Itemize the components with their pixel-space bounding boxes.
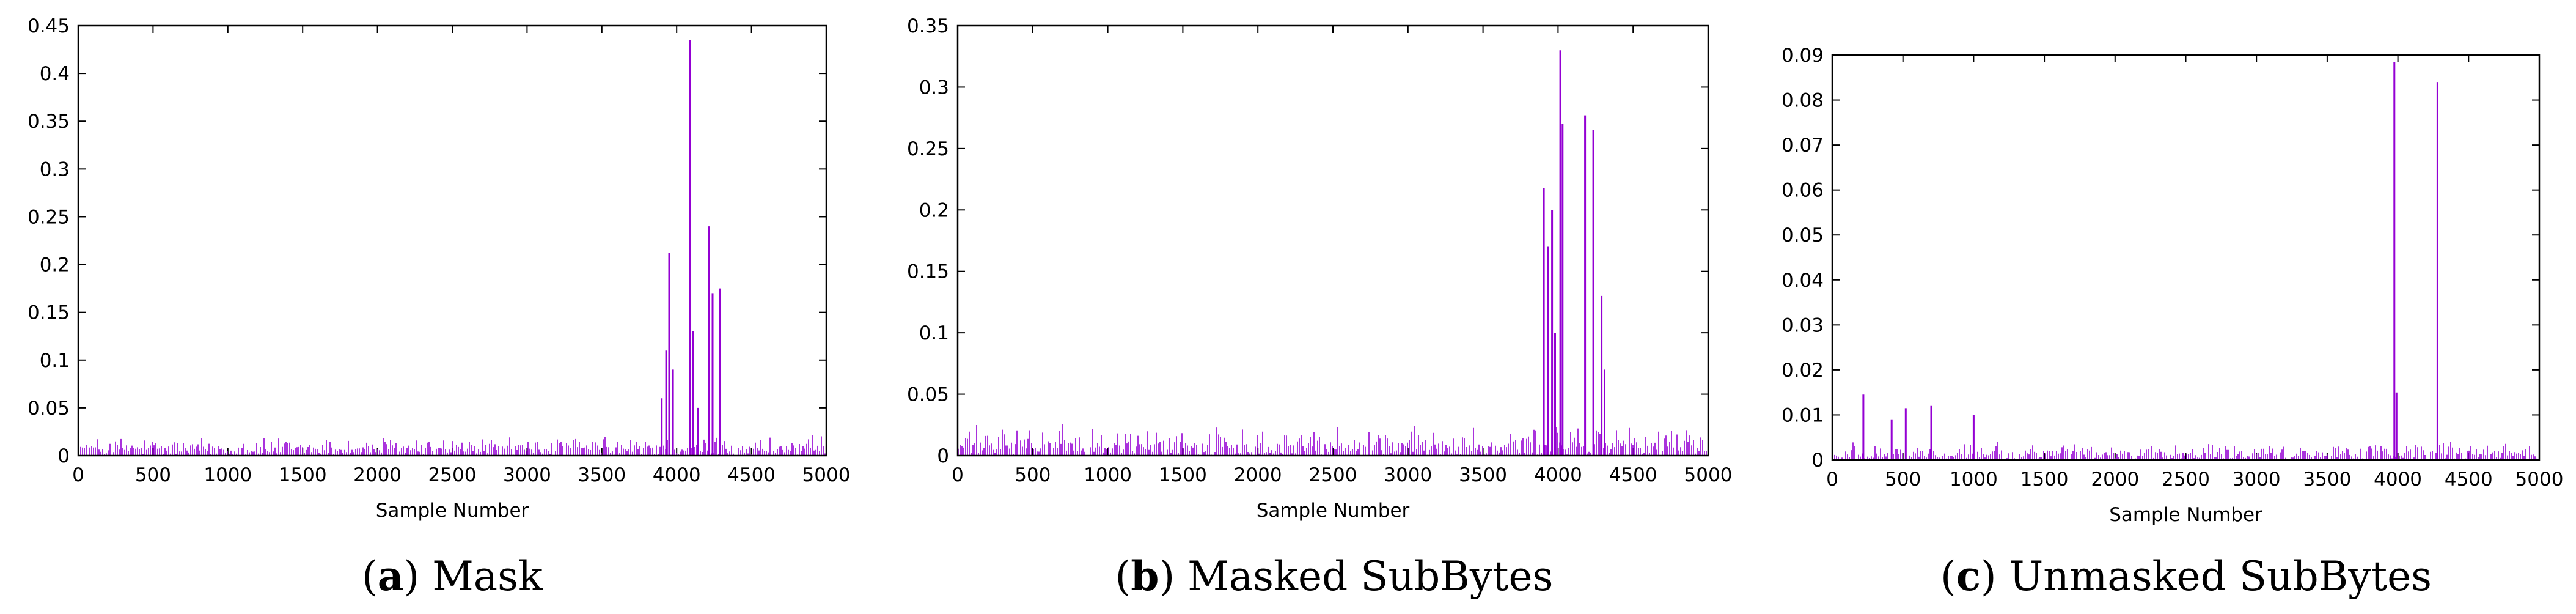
panel-a-caption-text: Mask — [432, 553, 543, 600]
panel-c-caption-text: Unmasked SubBytes — [2009, 553, 2432, 600]
panel-b-caption-letter: b — [1131, 552, 1159, 600]
x-tick-label: 4000 — [1534, 464, 1582, 486]
x-tick-label: 3000 — [1384, 464, 1432, 486]
x-tick-label: 3000 — [2233, 468, 2281, 490]
y-tick-label: 0.45 — [28, 15, 70, 37]
y-tick-label: 0.2 — [40, 254, 70, 276]
x-tick-label: 4000 — [2374, 468, 2422, 490]
panel-c-plot-frame — [1831, 54, 2541, 461]
panel-a-caption: (a) Mask — [362, 552, 543, 600]
panel-a-ticks: 0 500 1000 1500 2000 2500 3000 3500 4000 4500 5000… — [28, 15, 850, 486]
x-tick-label: 1000 — [204, 464, 252, 486]
x-tick-label: 3500 — [1459, 464, 1507, 486]
panel-b-xlabel: Sample Number — [1257, 500, 1410, 522]
x-tick-label: 5000 — [1684, 464, 1733, 486]
y-tick-label: 0.07 — [1782, 135, 1824, 157]
x-tick-label: 2000 — [1234, 464, 1282, 486]
x-tick-label: 4000 — [653, 464, 701, 486]
y-tick-label: 0.4 — [40, 63, 70, 85]
x-tick-label: 2500 — [2162, 468, 2210, 490]
y-tick-label: 0.35 — [907, 15, 949, 37]
panel-a-mask: 0 500 1000 1500 2000 2500 3000 3500 4000 4500 5000… — [28, 15, 850, 600]
panel-b-plot-frame — [956, 24, 1709, 457]
x-tick-label: 1500 — [2020, 468, 2069, 490]
panel-c-unmasked-subbytes: 0 500 1000 1500 2000 2500 3000 3500 4000 4500 5000… — [1782, 45, 2563, 600]
y-tick-label: 0.25 — [28, 206, 70, 228]
y-tick-label: 0.05 — [28, 398, 70, 420]
panel-b-caption-text: Masked SubBytes — [1187, 553, 1553, 600]
x-tick-label: 1500 — [279, 464, 327, 486]
panel-b-caption: (b) Masked SubBytes — [1115, 552, 1554, 600]
y-tick-label: 0.05 — [907, 384, 949, 406]
x-tick-label: 2500 — [428, 464, 477, 486]
y-tick-label: 0.02 — [1782, 360, 1824, 382]
panel-a-caption-letter: a — [378, 552, 404, 600]
y-tick-label: 0.2 — [919, 199, 949, 221]
x-tick-label: 3500 — [2303, 468, 2351, 490]
panel-a-xlabel: Sample Number — [376, 500, 529, 522]
panel-a-peaks — [661, 40, 721, 456]
panel-c-trace — [1832, 442, 2537, 460]
panel-c-ticks: 0 500 1000 1500 2000 2500 3000 3500 4000 4500 5000… — [1782, 45, 2563, 490]
y-tick-label: 0.1 — [40, 350, 70, 372]
x-tick-label: 3000 — [503, 464, 551, 486]
panel-c-peaks — [1862, 62, 2438, 460]
x-tick-label: 2000 — [353, 464, 402, 486]
x-tick-label: 1000 — [1950, 468, 1998, 490]
y-tick-label: 0.06 — [1782, 180, 1824, 202]
y-tick-label: 0 — [1811, 449, 1824, 472]
y-tick-label: 0.01 — [1782, 404, 1824, 426]
x-tick-label: 4500 — [1609, 464, 1657, 486]
y-tick-label: 0.15 — [28, 302, 70, 324]
y-tick-label: 0.25 — [907, 138, 949, 160]
x-tick-label: 4500 — [727, 464, 776, 486]
x-tick-label: 3500 — [578, 464, 626, 486]
panel-b-masked-subbytes: 0 500 1000 1500 2000 2500 3000 3500 4000 4500 5000… — [907, 15, 1732, 600]
x-tick-label: 4500 — [2445, 468, 2493, 490]
x-tick-label: 0 — [72, 464, 84, 486]
x-tick-label: 500 — [1885, 468, 1921, 490]
panel-a-plot-frame — [77, 24, 827, 457]
panel-c-xlabel: Sample Number — [2109, 504, 2262, 526]
y-tick-label: 0 — [57, 445, 70, 467]
y-tick-label: 0.15 — [907, 261, 949, 283]
panel-b-ticks: 0 500 1000 1500 2000 2500 3000 3500 4000 4500 5000… — [907, 15, 1732, 486]
y-tick-label: 0.35 — [28, 111, 70, 133]
y-tick-label: 0 — [937, 445, 949, 467]
y-tick-label: 0.09 — [1782, 45, 1824, 67]
panel-c-caption: (c) Unmasked SubBytes — [1940, 552, 2432, 600]
x-tick-label: 2000 — [2091, 468, 2139, 490]
y-tick-label: 0.03 — [1782, 314, 1824, 336]
x-tick-label: 500 — [1015, 464, 1051, 486]
x-tick-label: 0 — [952, 464, 964, 486]
x-tick-label: 5000 — [802, 464, 851, 486]
y-tick-label: 0.04 — [1782, 270, 1824, 292]
y-tick-label: 0.3 — [40, 158, 70, 180]
x-tick-label: 1000 — [1084, 464, 1132, 486]
y-tick-label: 0.1 — [919, 322, 949, 344]
y-tick-label: 0.05 — [1782, 224, 1824, 246]
y-tick-label: 0.08 — [1782, 90, 1824, 112]
y-tick-label: 0.3 — [919, 76, 949, 98]
panel-c-caption-letter: c — [1956, 552, 1981, 600]
x-tick-label: 2500 — [1309, 464, 1357, 486]
x-tick-label: 1500 — [1159, 464, 1207, 486]
x-tick-label: 5000 — [2515, 468, 2564, 490]
panel-b-peaks — [1543, 50, 1605, 456]
x-tick-label: 0 — [1826, 468, 1838, 490]
x-tick-label: 500 — [135, 464, 171, 486]
